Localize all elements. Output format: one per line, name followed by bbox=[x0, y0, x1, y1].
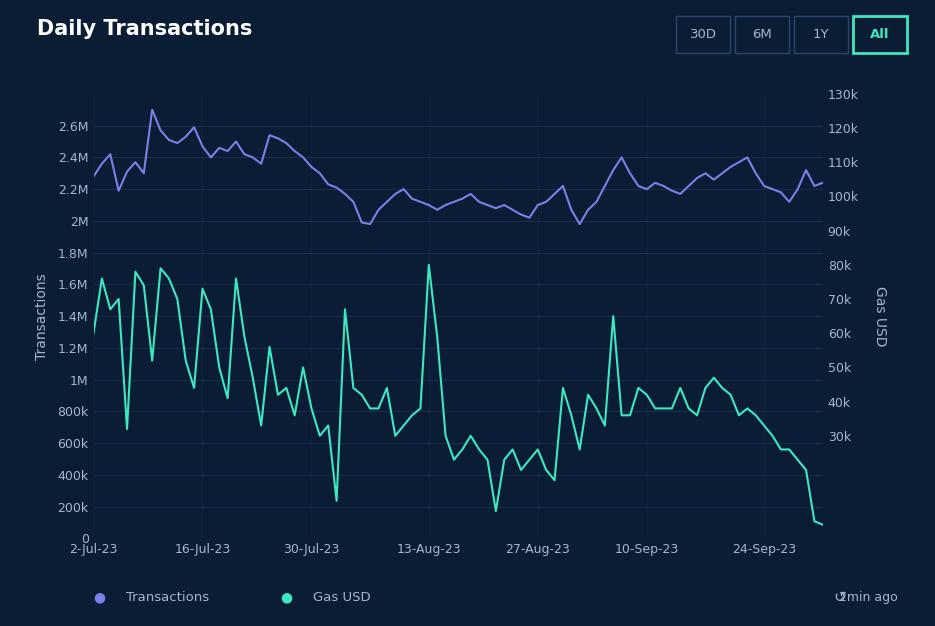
Text: Gas USD: Gas USD bbox=[313, 591, 371, 603]
Text: 2min ago: 2min ago bbox=[839, 591, 898, 603]
Text: ●: ● bbox=[280, 590, 293, 604]
Text: 6M: 6M bbox=[752, 28, 772, 41]
Text: 1Y: 1Y bbox=[813, 28, 829, 41]
Text: 30D: 30D bbox=[690, 28, 716, 41]
Text: ↺: ↺ bbox=[833, 590, 846, 605]
Y-axis label: Gas USD: Gas USD bbox=[872, 286, 886, 346]
Text: Daily Transactions: Daily Transactions bbox=[37, 19, 252, 39]
Text: All: All bbox=[870, 28, 889, 41]
Text: ●: ● bbox=[94, 590, 106, 604]
Y-axis label: Transactions: Transactions bbox=[35, 273, 49, 359]
Text: Transactions: Transactions bbox=[126, 591, 209, 603]
